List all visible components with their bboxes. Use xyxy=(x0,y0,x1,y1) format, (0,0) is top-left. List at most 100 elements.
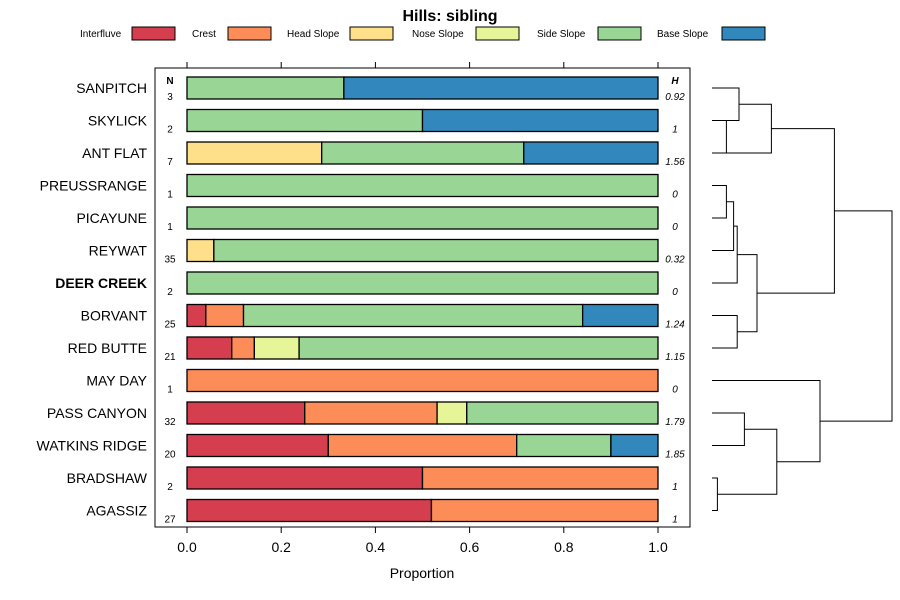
bar-segment xyxy=(186,141,323,165)
bar-row: SANPITCH 3 0.92 xyxy=(76,76,685,103)
bar-segment xyxy=(581,303,659,328)
bar-segment xyxy=(436,401,468,425)
row-h-value: 1.24 xyxy=(665,320,685,331)
dendrogram-link xyxy=(820,210,893,422)
legend-label: Base Slope xyxy=(657,29,709,40)
row-label: PICAYUNE xyxy=(76,210,147,226)
legend-swatch xyxy=(131,26,176,41)
bar-segment xyxy=(327,433,518,458)
bar-row: AGASSIZ 27 1 xyxy=(86,498,678,526)
bar-segment xyxy=(205,303,245,328)
legend-label: Nose Slope xyxy=(412,29,464,40)
legend-label: Crest xyxy=(192,29,216,40)
dendrogram xyxy=(712,87,893,511)
row-label: BORVANT xyxy=(81,308,148,324)
bar-segment xyxy=(231,336,256,360)
row-label: PASS CANYON xyxy=(47,405,147,421)
dendrogram-link xyxy=(712,380,821,463)
bar-segment xyxy=(186,303,207,328)
legend: Interfluve Crest Head Slope Nose Slope Side … xyxy=(80,26,766,41)
row-n-value: 21 xyxy=(164,352,176,363)
plot-frame xyxy=(154,67,691,528)
row-label: PREUSSRANGE xyxy=(40,178,147,194)
bar-segment xyxy=(242,303,584,328)
h-header: H xyxy=(671,76,679,87)
dendrogram-link xyxy=(712,185,727,219)
bar-segment xyxy=(421,108,659,133)
bar-row: RED BUTTE 21 1.15 xyxy=(68,336,685,363)
bar-segment xyxy=(213,238,659,263)
x-tick-label: 0.0 xyxy=(177,539,197,555)
bar-row: BORVANT 25 1.24 xyxy=(81,303,685,331)
bar-segment xyxy=(343,76,659,100)
row-label: SKYLICK xyxy=(88,113,148,129)
row-h-value: 1 xyxy=(672,482,678,493)
bar-row: PICAYUNE 1 0 xyxy=(76,206,678,233)
legend-label: Side Slope xyxy=(537,29,586,40)
bar-segment xyxy=(466,401,659,425)
dendrogram-link xyxy=(737,254,758,333)
bar-row: REYWAT 35 0.32 xyxy=(89,238,685,266)
row-h-value: 1.56 xyxy=(665,157,685,168)
dendrogram-link xyxy=(712,87,740,121)
row-h-value: 0.32 xyxy=(665,255,685,266)
row-h-value: 0 xyxy=(672,385,678,396)
row-n-value: 35 xyxy=(164,255,176,266)
bar-segment xyxy=(186,401,306,425)
row-h-value: 1 xyxy=(672,515,678,526)
bar-segment xyxy=(186,76,345,100)
row-n-value: 2 xyxy=(167,125,173,136)
bar-row: DEER CREEK 2 0 xyxy=(55,271,678,298)
dendrogram-link xyxy=(717,428,778,495)
bar-segment xyxy=(298,336,659,360)
x-tick-label: 0.2 xyxy=(271,539,291,555)
row-label: ANT FLAT xyxy=(82,145,147,161)
legend-swatch xyxy=(227,26,272,41)
legend-label: Interfluve xyxy=(80,29,122,40)
row-n-value: 2 xyxy=(167,287,173,298)
bar-segment xyxy=(186,271,659,295)
bar-row: MAY DAY 1 0 xyxy=(86,368,678,396)
x-tick-label: 0.4 xyxy=(366,539,386,555)
bar-segment xyxy=(186,498,433,523)
x-tick-label: 1.0 xyxy=(648,539,668,555)
dendrogram-link xyxy=(712,103,772,154)
bar-segment xyxy=(186,336,233,360)
row-h-value: 1.79 xyxy=(665,417,685,428)
legend-swatch xyxy=(721,26,766,41)
row-h-value: 0 xyxy=(672,190,678,201)
row-label: WATKINS RIDGE xyxy=(37,438,147,454)
bar-segment xyxy=(186,173,659,198)
bar-segment xyxy=(186,368,659,393)
bar-segment xyxy=(186,206,659,230)
row-label: DEER CREEK xyxy=(55,275,147,291)
bar-row: ANT FLAT 7 1.56 xyxy=(82,141,685,168)
x-tick-label: 0.8 xyxy=(554,539,574,555)
legend-swatch xyxy=(597,26,642,41)
row-label: SANPITCH xyxy=(76,80,147,96)
legend-swatch xyxy=(349,26,394,41)
bar-segment xyxy=(321,141,525,165)
bar-segment xyxy=(304,401,438,425)
row-h-value: 1.85 xyxy=(665,450,685,461)
bar-segment xyxy=(610,433,659,458)
row-n-value: 2 xyxy=(167,482,173,493)
bar-segment xyxy=(186,466,424,490)
row-n-value: 3 xyxy=(167,92,173,103)
legend-label: Head Slope xyxy=(287,29,340,40)
row-n-value: 7 xyxy=(167,157,173,168)
x-tick-label: 0.6 xyxy=(460,539,480,555)
dendrogram-link xyxy=(712,315,738,349)
row-h-value: 0 xyxy=(672,222,678,233)
row-label: RED BUTTE xyxy=(68,340,147,356)
bar-segment xyxy=(421,466,659,490)
row-n-value: 32 xyxy=(164,417,176,428)
bar-segment xyxy=(253,336,300,360)
bar-segment xyxy=(430,498,659,523)
row-n-value: 1 xyxy=(167,190,173,201)
row-h-value: 1.15 xyxy=(665,352,685,363)
row-label: AGASSIZ xyxy=(86,503,147,519)
row-n-value: 1 xyxy=(167,385,173,396)
